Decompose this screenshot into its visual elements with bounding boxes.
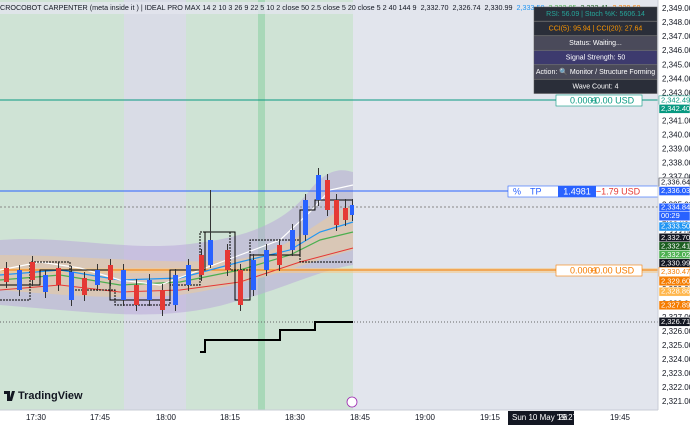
- info-row: [533, 50, 658, 65]
- session-zone: [0, 0, 124, 410]
- price-tag-text: 2,332.41: [661, 241, 690, 250]
- price-tags: 2,342.492,342.40 2,336.642,336.03 2,334.84…: [658, 95, 690, 327]
- position-qty: 0.0001: [570, 265, 598, 275]
- price-label: 2,346.00: [662, 46, 690, 55]
- trend-line: [0, 231, 353, 306]
- position-qty: 1.4981: [563, 186, 591, 196]
- stop-line: [200, 321, 353, 353]
- position-pnl: −1.79 USD: [596, 186, 641, 196]
- price-tag: [658, 276, 690, 287]
- price-label: 2,325.00: [662, 341, 690, 350]
- price-tag-text: 2,342.40: [661, 104, 690, 113]
- header-value: 2,330.99: [485, 3, 513, 12]
- price-label: 2,344.00: [662, 74, 690, 83]
- info-text: RSI: 56.09 | Stoch %K: 5606.14: [546, 11, 645, 18]
- cursor-date-box: [508, 411, 574, 425]
- time-label: 19:15: [480, 413, 501, 422]
- tp-qty-box: [558, 186, 596, 197]
- price-label: 2,326.00: [662, 327, 690, 336]
- price-label: 2,345.00: [662, 60, 690, 69]
- time-label: 17:30: [26, 413, 47, 422]
- price-label: 2,343.00: [662, 88, 690, 97]
- cursor-time: 19:27: [557, 413, 578, 422]
- position-pnl: +0.00 USD: [590, 95, 635, 105]
- price-label: 2,323.00: [662, 369, 690, 378]
- price-tag-text: 2,327.89: [661, 300, 690, 309]
- price-tag-text: 00:29: [661, 211, 680, 220]
- price-tag: [658, 267, 690, 277]
- time-labels: 17:30 17:45 18:00 18:15 18:30 18:45 19:00 19:15…: [26, 413, 631, 422]
- header-value: 2,326.74: [453, 3, 481, 12]
- header-value: 2,333.50: [517, 3, 545, 12]
- time-label: 18:00: [156, 413, 177, 422]
- info-row: [533, 35, 658, 51]
- header-value: 2,332.70: [421, 3, 449, 12]
- position-box: [555, 94, 643, 107]
- info-row: [533, 6, 658, 22]
- price-label: 2,341.00: [662, 116, 690, 125]
- price-label: 2,348.00: [662, 18, 690, 27]
- session-stripe: [258, 0, 265, 410]
- price-tag: [658, 286, 690, 297]
- price-tag-text: 2,330.99: [661, 258, 690, 267]
- price-label: 2,339.00: [662, 144, 690, 153]
- time-axis: [0, 410, 658, 426]
- indicator-title: CROCOBOT CARPENTER (meta inside it ) | I…: [0, 3, 417, 12]
- price-tag: [658, 211, 690, 221]
- price-label: 2,340.00: [662, 130, 690, 139]
- price-tag-text: 2,332.70: [661, 233, 690, 242]
- price-label: 2,321.00: [662, 397, 690, 406]
- price-tag: [658, 104, 690, 114]
- price-label: 2,337.00: [662, 173, 690, 182]
- price-tag-text: 2,332.02: [661, 250, 690, 259]
- info-text: Action: 🔍 Monitor / Structure Forming: [536, 67, 655, 76]
- info-panel: RSI: 56.09 | Stoch %K: 5606.14 CCI(5): 95…: [533, 6, 658, 94]
- time-label: 18:15: [220, 413, 241, 422]
- time-label: 17:45: [90, 413, 111, 422]
- price-tag: [658, 221, 690, 232]
- time-label: 18:30: [285, 413, 306, 422]
- price-tag: [658, 300, 690, 311]
- time-label: 19:45: [610, 413, 631, 422]
- price-tag-text: 2,334.84: [661, 203, 690, 212]
- time-label: 19:00: [415, 413, 436, 422]
- price-tag-text: 2,326.71: [661, 317, 690, 326]
- info-row: [533, 64, 658, 80]
- info-text: Wave Count: 4: [572, 83, 618, 90]
- price-tag-text: 2,330.47: [661, 267, 690, 276]
- info-text: CCI(5): 95.94 | CCI(20): 27.64: [549, 25, 643, 32]
- candles: [4, 175, 354, 310]
- price-label: 2,324.00: [662, 355, 690, 364]
- price-tag-text: 2,336.03: [661, 186, 690, 195]
- logo-text: TradingView: [18, 390, 83, 402]
- price-label: 2,347.00: [662, 32, 690, 41]
- position-box: [555, 264, 643, 277]
- logo: TradingView: [4, 390, 83, 402]
- position-pct: %: [513, 186, 521, 196]
- price-tag: [658, 186, 690, 196]
- position-pnl: +0.00 USD: [590, 265, 635, 275]
- price-tag-text: 2,342.49: [661, 95, 690, 104]
- session-zone: [124, 0, 186, 410]
- price-label: 2,338.00: [662, 159, 690, 168]
- price-label: 2,322.00: [662, 383, 690, 392]
- price-label: 2,349.00: [662, 4, 690, 13]
- position-tp: TP: [530, 186, 542, 196]
- price-tag: [658, 317, 690, 327]
- price-tag-text: 2,336.64: [661, 177, 690, 186]
- price-tag-text: 2,328.86: [661, 287, 690, 296]
- info-row: [533, 79, 658, 94]
- cursor-date: Sun 10 May '26: [512, 413, 568, 422]
- price-tag-text: 2,333.50: [661, 222, 690, 231]
- info-text: Signal Strength: 50: [566, 54, 626, 61]
- info-text: Status: Waiting...: [569, 40, 622, 47]
- info-row: [533, 21, 658, 36]
- event-marker: [346, 396, 358, 408]
- price-tag-text: 2,329.60: [661, 276, 690, 285]
- position-qty: 0.0001: [570, 95, 598, 105]
- time-label: 18:45: [350, 413, 371, 422]
